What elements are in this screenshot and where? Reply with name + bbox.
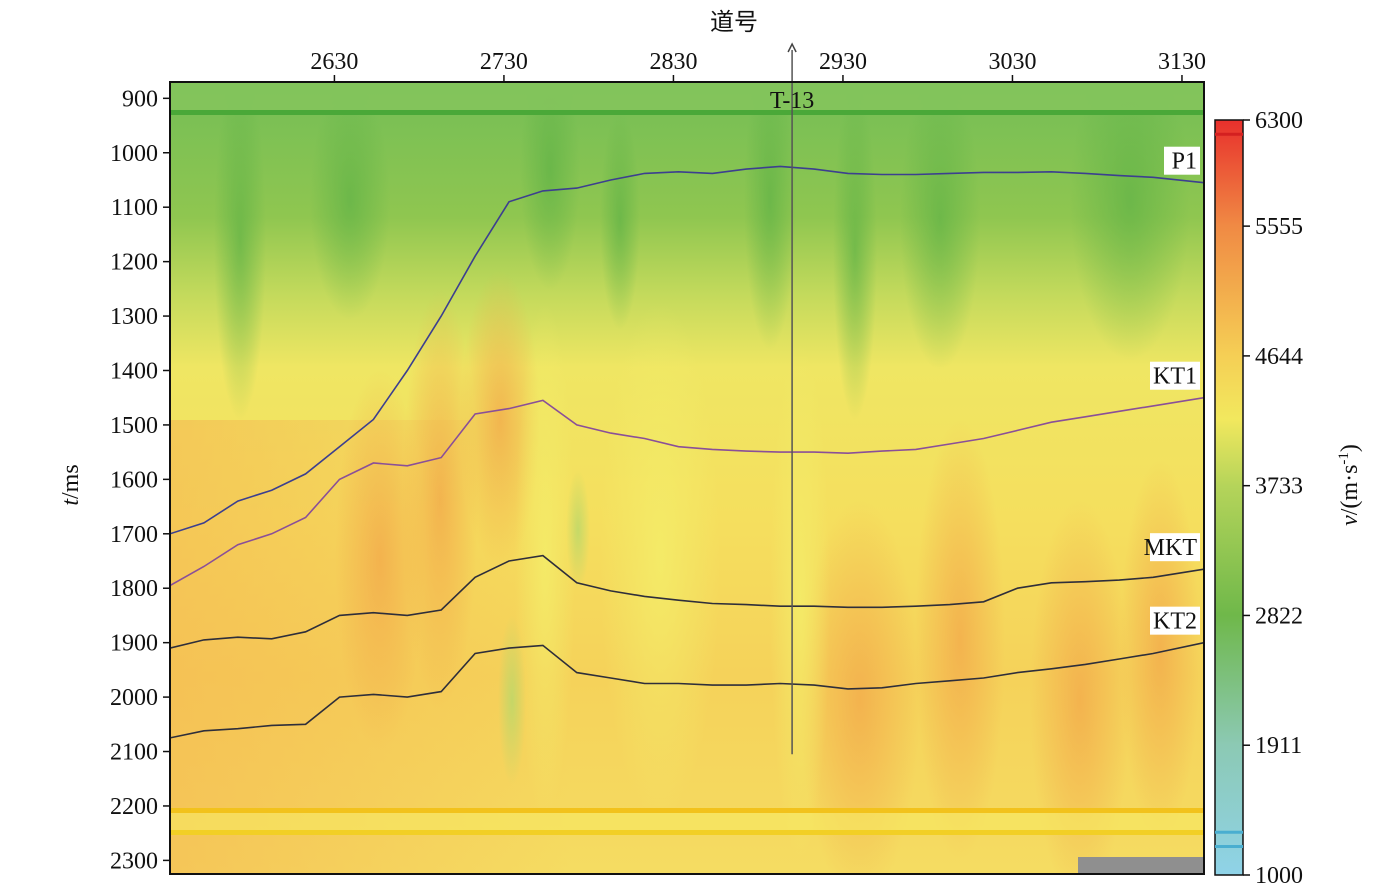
colorbar-tick-label: 3733 <box>1255 474 1303 500</box>
y-tick-label: 1400 <box>110 358 158 384</box>
colorbar-tick-label: 1000 <box>1255 863 1303 886</box>
velocity-anomaly <box>770 340 830 860</box>
x-tick-label: 2830 <box>649 49 697 75</box>
y-axis-title-unit: /ms <box>58 464 84 499</box>
horizon-label-bg <box>1150 361 1200 390</box>
velocity-anomaly <box>1070 82 1190 360</box>
y-tick-label: 1600 <box>110 467 158 493</box>
colorbar-ticks: 1000 1911 2822 3733 4644 5555 6300 <box>1215 108 1303 886</box>
colorbar-title-sup: -1 <box>1336 452 1352 465</box>
y-axis: 900 1000 1100 1200 1300 1400 1500 1600 1700 1800 1… <box>110 86 170 874</box>
horizon-p1 <box>170 165 1204 535</box>
colorbar-title-close: ) <box>1337 444 1363 452</box>
y-tick-label: 2000 <box>110 685 158 711</box>
y-tick-label: 2200 <box>110 794 158 820</box>
well-layer: T-13 <box>770 42 814 755</box>
y-tick-label: 2100 <box>110 740 158 766</box>
horizon-label-bg <box>1150 606 1200 635</box>
horizon-kt2 <box>170 641 1204 739</box>
velocity-anomaly <box>744 82 796 350</box>
y-tick-label: 1200 <box>110 250 158 276</box>
horizon-label: P1 <box>1172 149 1197 175</box>
bottom-band <box>170 830 1204 835</box>
y-tick-label: 1800 <box>110 576 158 602</box>
horizon-mkt <box>170 554 1204 649</box>
well-marker-icon <box>787 42 797 53</box>
plot-frame <box>169 81 1205 875</box>
colorbar-tick-label: 5555 <box>1255 214 1303 240</box>
horizon-kt1 <box>170 396 1204 587</box>
x-tick-label: 2730 <box>480 49 528 75</box>
velocity-anomaly <box>214 82 266 420</box>
x-tick-label: 2630 <box>310 49 358 75</box>
velocity-anomaly <box>833 82 877 420</box>
velocity-anomaly <box>600 110 640 330</box>
colorbar-title-symbol: v <box>1337 515 1363 526</box>
colorbar: 1000 1911 2822 3733 4644 5555 6300 <box>1214 108 1303 886</box>
horizon-label-bg <box>1150 533 1200 562</box>
velocity-anomaly <box>310 82 390 320</box>
horizon-label: KT1 <box>1153 364 1197 390</box>
horizon-label: KT2 <box>1153 609 1197 635</box>
x-tick-label: 3130 <box>1158 49 1206 75</box>
top-green-line <box>170 110 1204 115</box>
y-tick-label: 2300 <box>110 848 158 874</box>
x-axis: 2630 2730 2830 2930 3030 3130 <box>310 49 1206 82</box>
velocity-anomaly <box>520 82 580 290</box>
y-tick-label: 1100 <box>111 195 158 221</box>
x-tick-label: 3030 <box>988 49 1036 75</box>
grey-patch <box>1078 857 1204 874</box>
velocity-anomaly <box>515 300 575 820</box>
velocity-anomaly <box>498 615 526 785</box>
bottom-band <box>170 813 1204 830</box>
x-tick-label: 2930 <box>819 49 867 75</box>
y-tick-label: 900 <box>122 86 158 112</box>
x-axis-title: 道号 <box>710 9 758 36</box>
well-label: T-13 <box>770 88 814 114</box>
y-tick-label: 1900 <box>110 631 158 657</box>
velocity-anomaly <box>600 300 720 820</box>
velocity-anomaly <box>402 290 478 710</box>
y-tick-label: 1500 <box>110 413 158 439</box>
horizon-label-bg <box>1164 146 1200 175</box>
y-axis-title-symbol: t <box>58 498 84 506</box>
velocity-anomaly <box>1030 500 1130 874</box>
bottom-band <box>170 808 1204 813</box>
horizons-layer: P1 KT1 MKT KT2 <box>170 146 1204 739</box>
colorbar-tick-label: 2822 <box>1255 603 1303 629</box>
y-tick-label: 1700 <box>110 522 158 548</box>
colorbar-title: v/(m·s-1) <box>1336 444 1363 526</box>
velocity-anomaly <box>800 500 920 874</box>
velocity-field <box>170 82 1204 874</box>
colorbar-tick-label: 1911 <box>1255 733 1302 759</box>
colorbar-tick-label: 6300 <box>1255 108 1303 134</box>
colorbar-tick-label: 4644 <box>1255 344 1303 370</box>
y-axis-title: t/ms <box>58 464 84 505</box>
colorbar-ramp <box>1214 119 1244 876</box>
colorbar-title-unit: /(m·s <box>1337 465 1363 516</box>
y-tick-label: 1000 <box>110 141 158 167</box>
velocity-anomaly <box>566 470 590 590</box>
velocity-anomaly <box>915 420 1005 860</box>
horizon-label: MKT <box>1144 535 1198 561</box>
velocity-anomaly <box>1120 460 1200 840</box>
y-tick-label: 1300 <box>110 304 158 330</box>
velocity-anomaly <box>900 82 980 370</box>
top-green-band <box>170 82 1204 112</box>
